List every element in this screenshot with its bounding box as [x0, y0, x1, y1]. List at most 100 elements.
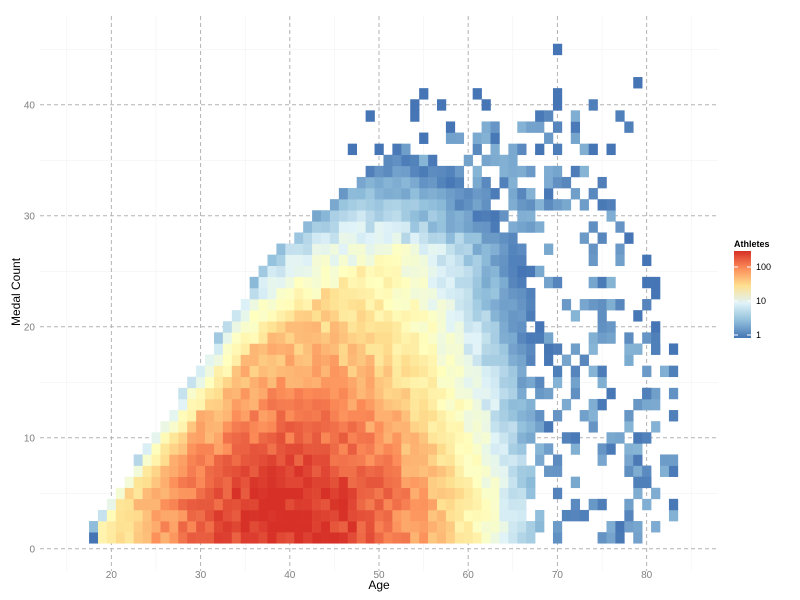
heatmap-cell	[249, 421, 259, 433]
heatmap-cell	[517, 199, 527, 211]
heatmap-cell	[285, 299, 295, 311]
heatmap-cell	[499, 365, 509, 378]
heatmap-cell	[463, 376, 473, 389]
heatmap-cell	[276, 532, 286, 544]
heatmap-cell	[517, 310, 527, 322]
heatmap-cell	[668, 343, 679, 355]
heatmap-cell	[267, 254, 277, 267]
heatmap-cell	[285, 365, 295, 378]
heatmap-cell	[285, 410, 295, 422]
heatmap-cell	[392, 521, 402, 533]
heatmap-cell	[445, 299, 456, 311]
heatmap-cell	[508, 165, 518, 178]
heatmap-cell	[472, 443, 482, 455]
heatmap-cell	[329, 509, 340, 522]
heatmap-cell	[312, 299, 322, 311]
heatmap-cell	[410, 398, 420, 411]
heatmap-cell	[222, 365, 233, 378]
heatmap-cell	[115, 521, 126, 533]
heatmap-cell	[142, 454, 152, 466]
heatmap-cell	[312, 521, 322, 533]
heatmap-cell	[205, 476, 215, 489]
heatmap-cell	[196, 476, 206, 489]
heatmap-cell	[454, 376, 465, 389]
heatmap-cell	[196, 376, 206, 389]
heatmap-cell	[312, 410, 322, 422]
heatmap-cell	[267, 287, 277, 300]
heatmap-cell	[213, 343, 224, 355]
heatmap-cell	[535, 199, 545, 211]
heatmap-cell	[374, 465, 384, 477]
heatmap-cell	[222, 421, 233, 433]
heatmap-cell	[508, 432, 518, 444]
heatmap-cell	[169, 532, 179, 544]
heatmap-cell	[472, 221, 482, 233]
heatmap-cell	[338, 532, 349, 544]
heatmap-cell	[419, 365, 429, 378]
heatmap-cell	[383, 321, 393, 333]
heatmap-cell	[321, 443, 331, 455]
heatmap-cell	[445, 354, 456, 366]
heatmap-cell	[490, 521, 500, 533]
heatmap-cell	[356, 299, 366, 311]
heatmap-cell	[606, 199, 616, 211]
heatmap-cell	[240, 454, 250, 466]
heatmap-cell	[508, 310, 518, 322]
heatmap-cell	[338, 287, 349, 300]
heatmap-cell	[597, 276, 607, 289]
heatmap-cell	[205, 387, 215, 400]
heatmap-cell	[196, 465, 206, 477]
heatmap-cell	[633, 532, 643, 544]
heatmap-cell	[410, 287, 420, 300]
heatmap-cell	[490, 321, 500, 333]
heatmap-cell	[178, 398, 188, 411]
heatmap-cell	[570, 509, 581, 522]
heatmap-cell	[267, 398, 277, 411]
heatmap-cell	[633, 77, 643, 89]
heatmap-cell	[321, 332, 331, 344]
heatmap-cell	[410, 265, 420, 278]
heatmap-cell	[160, 465, 170, 477]
heatmap-cell	[660, 365, 670, 378]
heatmap-cell	[240, 443, 250, 455]
heatmap-cell	[570, 121, 581, 133]
heatmap-cell	[97, 532, 108, 544]
heatmap-cell	[392, 498, 402, 511]
heatmap-cell	[499, 498, 509, 511]
heatmap-cell	[338, 498, 349, 511]
heatmap-cell	[329, 365, 340, 378]
heatmap-cell	[508, 387, 518, 400]
heatmap-cell	[454, 321, 465, 333]
x-axis-ticks: 20 30 40 50 60 70 80	[106, 570, 653, 581]
heatmap-cell	[276, 498, 286, 511]
heatmap-cell	[347, 410, 357, 422]
heatmap-cell	[276, 387, 286, 400]
heatmap-cell	[445, 376, 456, 389]
x-tick-label: 60	[463, 570, 475, 581]
heatmap-cell	[472, 176, 482, 189]
heatmap-cell	[535, 332, 545, 344]
heatmap-cell	[651, 387, 661, 400]
heatmap-cell	[169, 432, 179, 444]
heatmap-cell	[365, 410, 375, 422]
heatmap-cell	[428, 521, 438, 533]
heatmap-cell	[436, 99, 447, 111]
heatmap-cell	[401, 476, 411, 489]
heatmap-cell	[615, 243, 625, 255]
heatmap-cell	[490, 387, 500, 400]
heatmap-cell	[428, 243, 438, 255]
heatmap-cell	[374, 532, 384, 544]
heatmap-cell	[410, 254, 420, 267]
heatmap-cell	[178, 454, 188, 466]
heatmap-cell	[329, 521, 340, 533]
heatmap-cells	[89, 43, 679, 544]
heatmap-cell	[383, 398, 393, 411]
heatmap-cell	[463, 299, 473, 311]
heatmap-cell	[588, 410, 598, 422]
heatmap-cell	[552, 454, 563, 466]
heatmap-cell	[115, 498, 126, 511]
heatmap-cell	[347, 276, 357, 289]
heatmap-cell	[249, 276, 259, 289]
x-tick-label: 40	[284, 570, 296, 581]
heatmap-cell	[499, 410, 509, 422]
